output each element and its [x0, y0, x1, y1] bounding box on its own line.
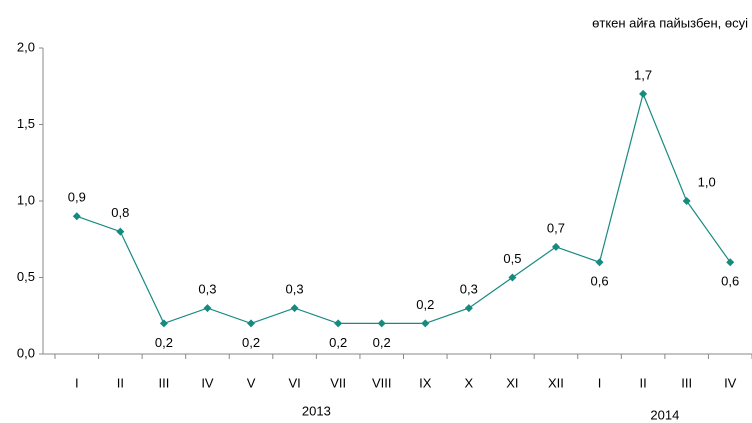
data-label: 0,2: [373, 335, 391, 350]
data-label: 0,2: [242, 335, 260, 350]
marker: [290, 304, 299, 313]
data-label: 0,7: [547, 220, 565, 235]
marker: [247, 319, 256, 328]
x-tick-label: V: [247, 375, 256, 390]
marker: [551, 242, 560, 251]
x-tick-label: III: [158, 375, 169, 390]
data-label: 0,3: [286, 282, 304, 297]
y-tick-label: 2,0: [17, 39, 35, 54]
x-tick-label: VIII: [372, 375, 392, 390]
marker: [116, 227, 125, 236]
x-tick-label: IV: [724, 375, 737, 390]
marker: [464, 304, 473, 313]
line: [76, 91, 731, 325]
x-tick-label: IX: [419, 375, 432, 390]
marker: [377, 319, 386, 328]
data-label: 0,9: [68, 190, 86, 205]
data-label: 0,2: [155, 335, 173, 350]
x-tick-label: XI: [506, 375, 518, 390]
y-tick-label: 1,5: [17, 116, 35, 131]
group-label: 2013: [302, 403, 331, 418]
x-tick-label: II: [639, 375, 646, 390]
marker: [159, 319, 168, 328]
x-tick-label: VII: [330, 375, 346, 390]
y-tick-label: 0,0: [17, 345, 35, 360]
data-label: 0,3: [198, 282, 216, 297]
chart-subtitle: өткен айға пайызбен, өсуі: [592, 15, 748, 30]
marker: [334, 319, 343, 328]
data-label: 0,2: [416, 297, 434, 312]
y-tick-label: 0,5: [17, 269, 35, 284]
marker: [595, 258, 604, 267]
marker: [682, 197, 691, 205]
x-tick-label: I: [75, 375, 79, 390]
data-label: 0,2: [329, 335, 347, 350]
marker: [726, 258, 735, 267]
marker: [508, 273, 517, 282]
data-label: 0,3: [460, 282, 478, 297]
x-tick-label: IV: [201, 375, 214, 390]
marker: [639, 89, 648, 98]
marker: [72, 212, 81, 221]
x-tick-label: X: [465, 375, 474, 390]
x-tick-label: I: [598, 375, 602, 390]
data-label: 1,7: [634, 67, 652, 82]
data-label: 0,5: [503, 251, 521, 266]
data-label: 0,6: [721, 274, 739, 289]
x-tick-label: II: [117, 375, 124, 390]
marker: [421, 319, 430, 328]
group-label: 2014: [650, 407, 679, 422]
data-label: 0,8: [111, 205, 129, 220]
y-tick-label: 1,0: [17, 192, 35, 207]
data-label: 1,0: [698, 174, 716, 189]
marker: [203, 304, 212, 313]
x-tick-label: III: [681, 375, 692, 390]
x-tick-label: XII: [548, 375, 564, 390]
x-tick-label: VI: [288, 375, 300, 390]
data-label: 0,6: [590, 274, 608, 289]
